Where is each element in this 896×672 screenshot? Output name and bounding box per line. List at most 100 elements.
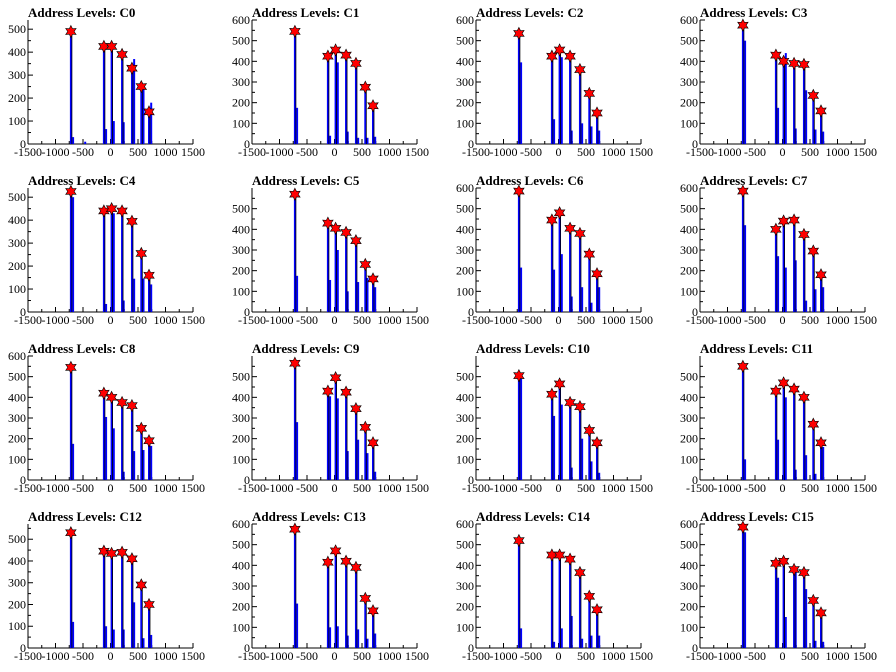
x-tick-label: 1000 — [378, 481, 402, 495]
y-tick-label: 300 — [8, 236, 26, 250]
bar — [334, 228, 337, 312]
chart-panel: Address Levels: C1 0 100 200 300 400 500 600 -15… — [224, 0, 448, 168]
peak-star — [798, 227, 810, 242]
x-tick-label: -500 — [72, 145, 94, 159]
x-tick-label: 0 — [780, 145, 786, 159]
peak-star — [564, 221, 576, 235]
x-tick-label: 1000 — [602, 649, 626, 663]
peak-star — [788, 562, 800, 577]
chart-svg: 0 100 200 300 400 500 600 -1500 -1000 -500 0 500 100… — [232, 13, 429, 159]
peak-star — [546, 49, 558, 63]
bar — [329, 627, 332, 648]
peak-star — [777, 376, 790, 390]
bar — [354, 408, 357, 480]
bar — [84, 141, 87, 144]
bar — [774, 391, 777, 480]
x-tick-label: 500 — [577, 649, 595, 663]
bar — [777, 577, 780, 648]
bar — [820, 612, 822, 648]
x-tick-label: -1000 — [490, 313, 518, 327]
y-tick-label: 0 — [468, 473, 474, 487]
bar — [805, 90, 808, 144]
x-tick-label: -1500 — [14, 481, 42, 495]
y-tick-label: 0 — [244, 137, 250, 151]
y-tick-label: 500 — [8, 22, 26, 36]
bar — [334, 49, 337, 144]
bar — [345, 55, 348, 144]
x-tick-label: 1000 — [378, 649, 402, 663]
bar — [570, 467, 573, 480]
chart-title: Address Levels: C4 — [28, 173, 136, 188]
peak-star — [777, 54, 790, 69]
y-tick-label: 400 — [680, 390, 698, 404]
bar — [744, 40, 747, 144]
bar — [550, 220, 553, 312]
y-tick-label: 100 — [456, 284, 474, 298]
bar — [105, 416, 108, 480]
peak-star — [143, 268, 155, 282]
peak-star — [143, 105, 155, 119]
bar — [596, 113, 598, 144]
peak-star — [135, 246, 148, 261]
peak-star — [591, 106, 603, 120]
x-tick-label: -1500 — [14, 649, 42, 663]
bar — [517, 191, 520, 312]
x-tick-label: -1000 — [42, 313, 70, 327]
x-tick-label: -1000 — [714, 649, 742, 663]
peak-star — [574, 226, 586, 241]
x-tick-label: 0 — [332, 145, 338, 159]
bar — [121, 552, 124, 648]
bar — [148, 604, 150, 648]
bar — [357, 137, 360, 144]
bar — [517, 33, 520, 144]
bar — [110, 46, 113, 144]
y-tick-label: 300 — [8, 411, 26, 425]
x-tick-label: -1500 — [238, 481, 266, 495]
peak-star — [798, 390, 810, 405]
bar — [329, 135, 332, 144]
bar — [569, 402, 572, 480]
chart-svg: 0 100 200 300 400 500 -1500 -1000 -500 0 500 1000 15… — [8, 20, 205, 159]
bar — [69, 31, 72, 145]
x-tick-label: 0 — [332, 649, 338, 663]
x-tick-label: 500 — [801, 481, 819, 495]
peak-star — [513, 533, 525, 548]
y-tick-label: 600 — [680, 517, 698, 531]
y-tick-label: 300 — [680, 243, 698, 257]
bar — [578, 406, 581, 480]
y-tick-label: 300 — [232, 243, 250, 257]
bar — [774, 229, 777, 312]
y-tick-label: 200 — [680, 264, 698, 278]
peak-star — [367, 99, 379, 113]
x-tick-label: 1500 — [405, 145, 429, 159]
peak-star — [116, 545, 128, 559]
bar — [326, 562, 329, 648]
peak-star — [340, 385, 352, 399]
y-tick-label: 100 — [232, 452, 250, 466]
x-tick-label: -1500 — [686, 481, 714, 495]
peak-star — [350, 560, 362, 575]
bar — [596, 442, 598, 480]
y-tick-label: 0 — [244, 641, 250, 655]
bar — [560, 57, 563, 145]
bar — [553, 641, 556, 648]
y-tick-label: 200 — [456, 96, 474, 110]
peak-star — [126, 552, 138, 566]
peak-star — [105, 390, 118, 405]
chart-title: Address Levels: C9 — [252, 341, 360, 356]
chart-svg: 0 100 200 300 400 500 600 -1500 -1000 -500 0 500 100… — [456, 181, 653, 327]
y-tick-label: 400 — [8, 213, 26, 227]
peak-star — [65, 360, 77, 375]
peak-star — [340, 554, 352, 568]
y-tick-label: 100 — [680, 620, 698, 634]
x-tick-label: 1500 — [181, 313, 205, 327]
y-tick-label: 0 — [468, 305, 474, 319]
y-tick-label: 100 — [232, 116, 250, 130]
x-tick-label: -1000 — [266, 313, 294, 327]
chart-title: Address Levels: C12 — [28, 509, 142, 524]
peak-star — [777, 214, 790, 228]
x-tick-label: 1500 — [405, 313, 429, 327]
bar — [793, 389, 796, 480]
peak-star — [98, 39, 110, 54]
x-tick-label: -500 — [72, 649, 94, 663]
